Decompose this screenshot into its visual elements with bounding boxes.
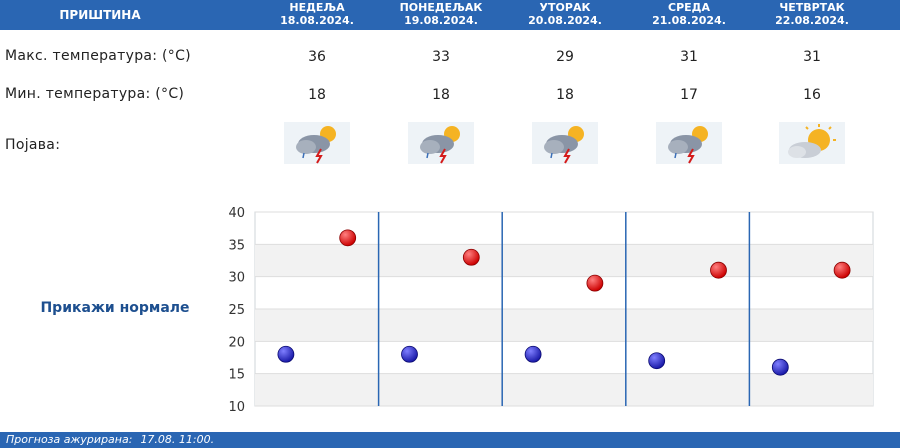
grid-band — [255, 244, 873, 277]
footer-bar: Прогноза ажурирана: 17.08. 11:00. — [0, 432, 900, 448]
max-temp-value: 33 — [432, 49, 450, 65]
max-temp-value: 36 — [308, 49, 326, 65]
show-normals-link[interactable]: Прикажи нормале — [40, 300, 190, 316]
min-temp-value: 18 — [308, 87, 326, 103]
y-tick-label: 10 — [228, 400, 245, 415]
max-temp-point — [462, 248, 480, 266]
y-tick-label: 20 — [228, 335, 245, 350]
day-header-2: ПОНЕДЕЉАК 19.08.2024. — [379, 1, 503, 27]
min-temp-point — [648, 352, 666, 370]
partly-cloudy-icon — [779, 122, 845, 164]
min-temp-value: 16 — [803, 87, 821, 103]
max-temp-point — [339, 229, 357, 247]
updated-value: 17.08. 11:00. — [140, 433, 215, 446]
y-tick-label: 30 — [228, 271, 245, 286]
day-date: 21.08.2024. — [652, 14, 726, 27]
max-temp-value: 31 — [803, 49, 821, 65]
thunderstorm-icon — [284, 122, 350, 164]
day-date: 20.08.2024. — [528, 14, 602, 27]
max-temp-value: 31 — [680, 49, 698, 65]
y-tick-label: 15 — [228, 368, 245, 383]
y-tick-label: 35 — [228, 238, 245, 253]
max-temp-label: Макс. температура: (°C) — [5, 48, 191, 64]
day-header-4: СРЕДА 21.08.2024. — [627, 1, 751, 27]
updated-label: Прогноза ажурирана: — [6, 433, 133, 446]
min-temp-value: 17 — [680, 87, 698, 103]
thunderstorm-icon — [532, 122, 598, 164]
day-name: ПОНЕДЕЉАК — [399, 1, 483, 14]
day-header-1: НЕДЕЉА 18.08.2024. — [255, 1, 379, 27]
phenomenon-label: Појава: — [5, 137, 61, 153]
day-header-3: УТОРАК 20.08.2024. — [503, 1, 627, 27]
day-date: 18.08.2024. — [280, 14, 354, 27]
day-name: НЕДЕЉА — [289, 1, 345, 14]
min-temp-point — [277, 345, 295, 363]
max-temp-value: 29 — [556, 49, 574, 65]
y-tick-label: 40 — [228, 206, 245, 221]
max-temp-point — [586, 274, 604, 292]
grid-band — [255, 373, 873, 406]
thunderstorm-icon — [408, 122, 474, 164]
max-temp-point — [833, 261, 851, 279]
min-temp-point — [401, 345, 418, 363]
day-name: УТОРАК — [539, 1, 591, 14]
day-date: 19.08.2024. — [404, 14, 478, 27]
day-name: ЧЕТВРТАК — [779, 1, 845, 14]
y-tick-label: 25 — [228, 303, 245, 318]
day-date: 22.08.2024. — [775, 14, 849, 27]
thunderstorm-icon — [656, 122, 722, 164]
max-temp-point — [710, 261, 727, 279]
grid-band — [255, 309, 873, 342]
city-name: ПРИШТИНА — [59, 8, 141, 22]
min-temp-point — [771, 358, 789, 376]
min-temp-label: Мин. температура: (°C) — [5, 86, 185, 102]
min-temp-value: 18 — [432, 87, 450, 103]
min-temp-point — [524, 345, 542, 363]
day-header-5: ЧЕТВРТАК 22.08.2024. — [750, 1, 874, 27]
day-name: СРЕДА — [668, 1, 710, 14]
min-temp-value: 18 — [556, 87, 574, 103]
forecast-header: ПРИШТИНА НЕДЕЉА 18.08.2024. ПОНЕДЕЉАК 19… — [0, 0, 900, 30]
